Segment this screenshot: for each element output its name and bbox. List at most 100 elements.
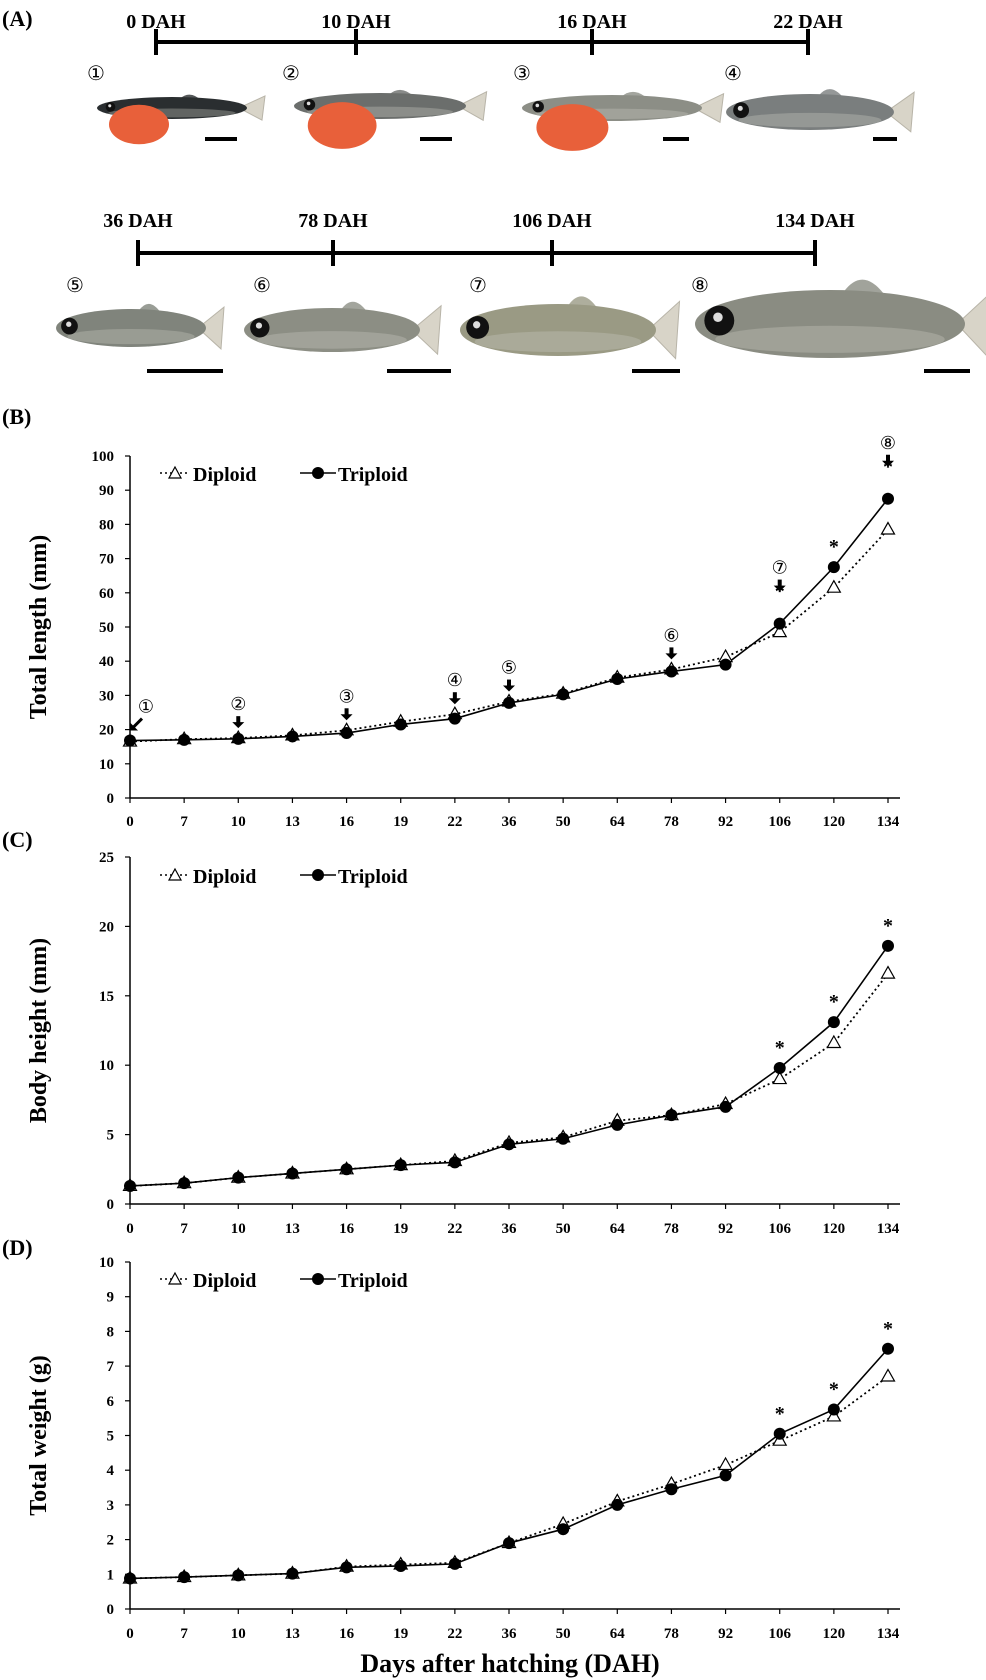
- stage-arrow-label: ⑤: [501, 658, 517, 678]
- fish-fin: [138, 303, 161, 313]
- significance-asterisk: *: [829, 536, 839, 558]
- stage-arrow-label: ⑦: [772, 558, 788, 578]
- fish-body: [460, 304, 656, 356]
- fish-tail: [692, 92, 725, 124]
- panel-a: (A) 0 DAH 10 DAH 16 DAH 22 DAH 36 DAH 78 DAH 10…: [2, 6, 986, 373]
- point-diploid: [826, 1034, 842, 1049]
- stage-marker: ②: [282, 63, 300, 85]
- scale-bar: [663, 137, 689, 141]
- fish-body: [695, 290, 965, 358]
- y-tick-label: 10: [99, 1255, 114, 1271]
- fish-tail: [411, 304, 442, 356]
- y-tick-label: 7: [107, 1359, 115, 1375]
- point-triploid: [124, 1572, 136, 1585]
- x-tick-label: 10: [231, 814, 246, 830]
- point-triploid: [882, 492, 894, 505]
- x-tick-label: 106: [768, 1221, 791, 1237]
- legend-triploid-marker: [312, 467, 324, 479]
- fish-body: [726, 94, 894, 130]
- chart-panel-1: (B) 0 10 20 30 40 50 60 70 80 90 100 0 7 10 13 16 19 22 36 5…: [2, 404, 900, 830]
- x-tick-label: 106: [768, 1626, 791, 1642]
- stage-marker: ⑦: [469, 275, 487, 297]
- point-triploid: [448, 1156, 461, 1169]
- arrow-icon: [665, 653, 678, 660]
- point-triploid: [340, 1561, 353, 1574]
- x-tick-label: 7: [180, 1626, 188, 1642]
- point-triploid: [394, 718, 407, 731]
- legend-diploid-marker: [167, 1271, 183, 1285]
- y-tick-label: 20: [99, 723, 114, 739]
- point-triploid: [557, 688, 570, 701]
- point-triploid: [773, 1427, 786, 1440]
- scale-bar: [205, 137, 237, 141]
- x-axis-title: Days after hatching (DAH): [360, 1649, 659, 1678]
- y-tick-label: 9: [107, 1290, 115, 1306]
- y-tick-label: 50: [99, 620, 114, 636]
- arrow-icon: [448, 698, 461, 705]
- fish-tail: [197, 305, 225, 350]
- legend: Diploid Triploid: [160, 1270, 408, 1292]
- arrow-shaft: [777, 579, 782, 587]
- point-diploid: [772, 623, 788, 638]
- x-tick-label: 134: [877, 1221, 900, 1237]
- stage-arrow-4: ④: [447, 670, 463, 705]
- y-axis-label: Body height (mm): [26, 938, 52, 1123]
- x-tick-label: 92: [718, 1626, 733, 1642]
- point-triploid: [286, 1567, 299, 1580]
- x-tick-label: 120: [823, 1221, 846, 1237]
- scale-bar: [387, 369, 451, 373]
- fish-belly: [715, 325, 945, 353]
- fish-photo-4: ④: [724, 63, 915, 141]
- stage-arrow-label: ③: [339, 686, 355, 706]
- point-diploid: [718, 1456, 734, 1471]
- point-triploid: [827, 1016, 840, 1029]
- arrow-icon: [340, 714, 353, 721]
- series-line-diploid: [129, 973, 889, 1187]
- x-tick-label: 10: [231, 1626, 246, 1642]
- stage-arrow-5: ⑤: [501, 658, 517, 692]
- significance-asterisk: *: [829, 991, 839, 1013]
- fish-eye-highlight: [473, 321, 481, 329]
- x-tick-label: 16: [339, 1626, 355, 1642]
- x-tick-label: 19: [393, 1626, 408, 1642]
- y-tick-label: 70: [99, 552, 114, 568]
- point-triploid: [340, 1163, 353, 1176]
- x-tick-label: 7: [180, 1221, 188, 1237]
- x-tick-label: 78: [664, 814, 679, 830]
- fish-photo-7: ⑦: [460, 275, 681, 373]
- stage-arrow-label: ②: [230, 694, 246, 714]
- y-tick-label: 8: [107, 1324, 115, 1340]
- y-tick-label: 15: [99, 989, 114, 1005]
- fish-belly: [738, 112, 882, 128]
- legend-diploid-label: Diploid: [193, 1270, 256, 1292]
- point-triploid: [611, 1118, 624, 1131]
- point-triploid: [773, 617, 786, 630]
- x-tick-label: 19: [393, 1221, 408, 1237]
- x-tick-label: 22: [447, 1626, 462, 1642]
- y-tick-label: 40: [99, 654, 114, 670]
- arrow-shaft: [344, 708, 349, 716]
- fish-eye-highlight: [66, 321, 72, 327]
- fish-eye-highlight: [713, 312, 723, 322]
- significance-asterisk: *: [883, 915, 893, 937]
- fish-fin: [567, 296, 598, 308]
- point-triploid: [557, 1132, 570, 1145]
- y-tick-label: 1: [107, 1567, 115, 1583]
- y-tick-label: 100: [92, 449, 115, 465]
- point-triploid: [340, 727, 353, 740]
- stage-arrow-8: ⑧: [880, 433, 896, 467]
- arrow-icon: [882, 460, 894, 467]
- x-tick-label: 50: [556, 1221, 571, 1237]
- fish-tail: [885, 91, 915, 133]
- fish-body: [56, 309, 206, 347]
- x-tick-label: 13: [285, 814, 300, 830]
- fish-photo-3: ③: [513, 63, 725, 151]
- x-tick-label: 0: [126, 1221, 134, 1237]
- stage-marker: ①: [87, 63, 105, 85]
- fish-fin: [179, 94, 202, 101]
- fish-photo-8: ⑧: [691, 275, 986, 373]
- point-triploid: [665, 1109, 678, 1122]
- x-tick-label: 134: [877, 1626, 900, 1642]
- y-tick-label: 20: [99, 919, 114, 935]
